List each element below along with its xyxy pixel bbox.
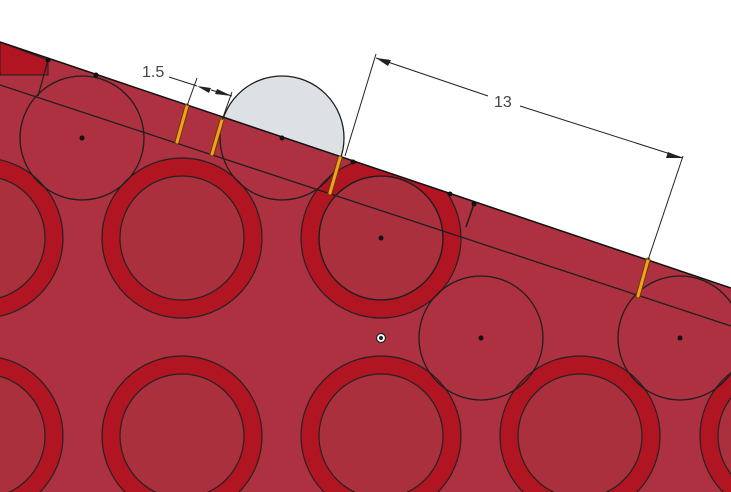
dimension-1-5[interactable] bbox=[168, 76, 233, 121]
dimension-label[interactable]: 1.5 bbox=[142, 64, 164, 81]
tangent-constraint-group bbox=[174, 103, 651, 299]
dimension-13[interactable] bbox=[344, 53, 684, 261]
center-point[interactable] bbox=[677, 335, 683, 341]
ring[interactable] bbox=[499, 355, 661, 492]
center-point[interactable] bbox=[378, 235, 384, 241]
center-point[interactable] bbox=[478, 335, 484, 341]
offset-line[interactable] bbox=[0, 84, 731, 327]
tangent-constraint-icon[interactable] bbox=[209, 117, 225, 157]
center-point[interactable] bbox=[79, 135, 85, 141]
dimension-label[interactable]: 13 bbox=[494, 94, 512, 111]
corner-flap[interactable] bbox=[0, 41, 49, 76]
sketch-circle[interactable] bbox=[219, 75, 345, 201]
ring[interactable] bbox=[0, 355, 64, 492]
sketch-circle[interactable] bbox=[19, 75, 145, 201]
body-top-edge[interactable] bbox=[0, 41, 731, 289]
center-point[interactable] bbox=[279, 135, 285, 141]
perpendicular-tick[interactable] bbox=[465, 203, 475, 228]
tangent-constraint-icon[interactable] bbox=[635, 257, 651, 299]
ring[interactable] bbox=[300, 355, 462, 492]
ring[interactable] bbox=[0, 157, 64, 319]
tangent-constraint-icon[interactable] bbox=[174, 103, 190, 145]
sketch-point[interactable] bbox=[45, 57, 51, 63]
ring[interactable] bbox=[101, 157, 263, 319]
sketch-point[interactable] bbox=[471, 201, 477, 207]
sketch-circle[interactable] bbox=[318, 175, 444, 301]
ring[interactable] bbox=[101, 355, 263, 492]
sketch-circle[interactable] bbox=[617, 275, 731, 401]
sketch-circle[interactable] bbox=[418, 275, 544, 401]
ring[interactable] bbox=[699, 355, 731, 492]
sketch-point[interactable] bbox=[447, 191, 453, 197]
origin-icon[interactable] bbox=[375, 332, 387, 344]
tangent-constraint-icon[interactable] bbox=[327, 155, 343, 196]
sketch-point[interactable] bbox=[93, 72, 99, 78]
sketch-point[interactable] bbox=[350, 159, 356, 165]
